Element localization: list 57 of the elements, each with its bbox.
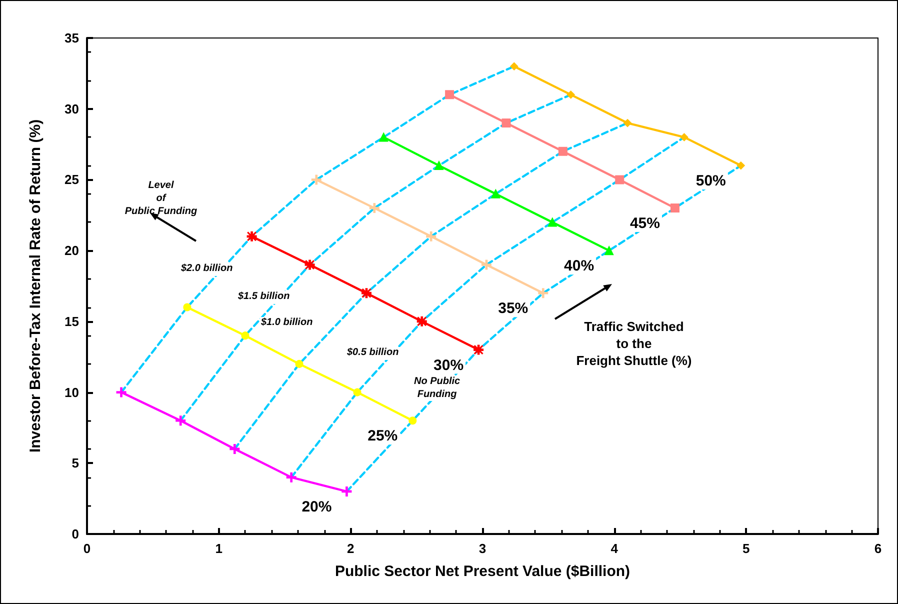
y-tick-label: 5 [72,456,79,471]
point [558,146,568,156]
point [491,189,500,198]
point [241,332,250,340]
point [353,388,362,396]
y-axis-title: Investor Before-Tax Internal Rate of Return (%) [27,119,44,453]
x-tick-label: 4 [610,541,619,556]
point [408,416,417,425]
point [624,119,632,128]
x-axis-title: Public Sector Net Present Value ($Billion) [334,563,630,580]
y-tick-label: 25 [64,172,79,188]
point [615,175,624,184]
point [670,204,680,213]
annotation: Level of Public Funding [124,179,198,218]
x-tick-label: 1 [215,541,222,556]
point [311,174,322,185]
series-label: 50% [696,172,726,190]
point [566,90,575,99]
annotation: $0.5 billion [346,347,400,360]
y-tick-label: 10 [64,384,79,400]
y-tick-label: 30 [64,101,79,116]
point [116,387,126,398]
x-tick-label: 6 [874,541,882,556]
point [426,231,436,242]
series-label: 25% [368,428,398,445]
x-tick-label: 0 [83,541,91,556]
point [183,303,192,312]
annotation: $2.0 billion [180,263,234,276]
point [680,133,688,142]
point [379,132,388,142]
annotation: $1.5 billion [237,291,291,304]
x-tick-label: 2 [347,541,354,556]
annotation: $1.0 billion [260,317,314,330]
x-tick-label: 3 [478,541,486,556]
point [286,472,296,482]
series-label: 35% [498,300,528,318]
series-label: 20% [302,498,332,516]
y-tick-label: 15 [64,314,79,329]
point [510,62,518,70]
y-tick-label: 20 [64,243,79,258]
point [434,161,444,170]
point [548,218,557,227]
series-label: 45% [630,215,660,232]
point [176,416,186,426]
point [502,118,511,128]
series-label: 30% [434,356,464,374]
annotation: Traffic Switched to the Freight Shuttle (%) [575,319,693,370]
point [604,246,614,256]
series-label: 40% [564,258,594,275]
y-tick-label: 35 [64,30,79,46]
point [736,162,745,170]
point [295,360,304,368]
y-tick-label: 0 [72,526,79,542]
x-tick-label: 5 [742,541,750,556]
point [445,90,454,100]
point [538,288,548,298]
annotation: No Public Funding [413,376,462,401]
